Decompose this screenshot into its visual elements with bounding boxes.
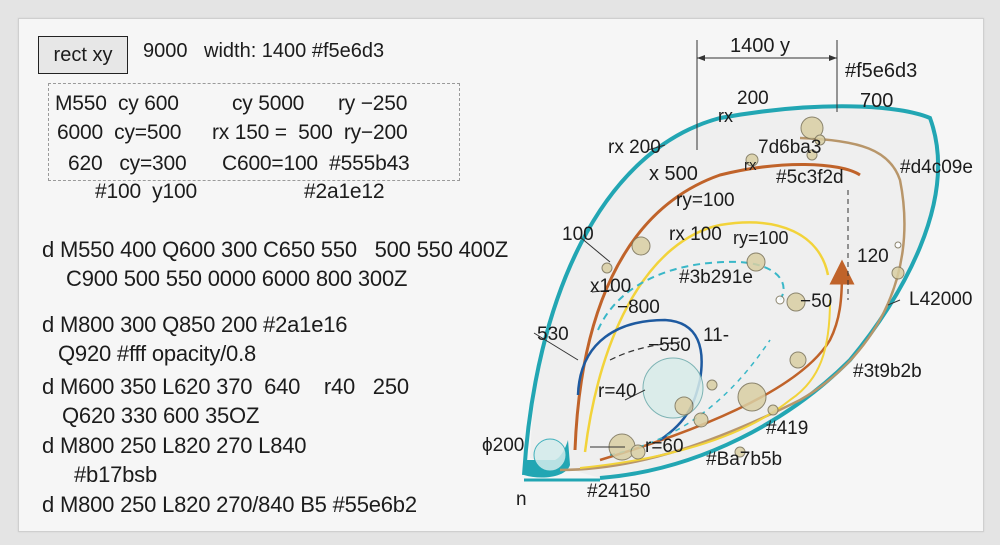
- label-11: 11-: [703, 325, 729, 346]
- label-100: 100: [562, 224, 594, 245]
- label-3t9b2b: #3t9b2b: [853, 361, 922, 382]
- dim-label-top: 1400 y: [730, 35, 790, 57]
- label-7d6ba3: 7d6ba3: [758, 137, 821, 158]
- bubble-group: [533, 116, 905, 472]
- label-rx-small: rx: [744, 157, 757, 174]
- label-530: 530: [537, 324, 569, 345]
- label-neg50: −50: [800, 291, 832, 312]
- header-width-label: width: 1400 #f5e6d3: [204, 40, 385, 62]
- path-line: Q920 #fff opacity/0.8: [58, 341, 257, 366]
- yellow-curve: [583, 221, 830, 453]
- header-value: 9000: [143, 40, 188, 62]
- teal-outer-curve: [522, 104, 941, 480]
- box-line: C600=100 #555b43: [222, 152, 410, 175]
- label-419: #419: [766, 418, 808, 439]
- label-rx200: rx 200: [608, 137, 661, 158]
- label-3b291e: #3b291e: [679, 267, 753, 288]
- label-Ba7b5b: #Ba7b5b: [706, 449, 782, 470]
- path-line: d M600 350 L620 370 640 r40 250: [42, 374, 409, 399]
- rx-label-top: rx: [718, 106, 733, 126]
- label-phi200: ϕ200: [482, 435, 524, 456]
- outer-shape-fill: [530, 106, 939, 478]
- label-d4c09e: #d4c09e: [900, 157, 973, 178]
- label-120: 120: [857, 246, 889, 267]
- box-line: M550 cy 600: [55, 92, 179, 115]
- path-line: d M800 250 L820 270/840 B5 #55e6b2: [42, 492, 417, 517]
- label-200: 200: [737, 88, 769, 109]
- box-line: 6000 cy=500: [57, 121, 182, 144]
- cyan-dashed-curve: [597, 260, 785, 331]
- path-line: Q620 330 600 35OZ: [62, 403, 260, 428]
- box-line: #100 y100: [95, 180, 197, 203]
- box-line: rx 150 = 500 ry−200: [212, 121, 408, 144]
- box-line: ry −250: [338, 92, 408, 115]
- label-r40: r=40: [598, 381, 637, 402]
- brown-curve: [573, 163, 861, 451]
- label-24150: #24150: [587, 481, 650, 502]
- path-line: d M800 300 Q850 200 #2a1e16: [42, 312, 348, 337]
- label-neg550: −550: [648, 335, 691, 356]
- label-L42000: L42000: [909, 289, 972, 310]
- path-line: d M800 250 L820 270 L840: [42, 433, 307, 458]
- rect-xy-tag: rect xy: [38, 36, 128, 74]
- brown-arrow-curve: [599, 259, 855, 462]
- label-x500: x 500: [649, 163, 698, 185]
- path-line: C900 500 550 0000 6000 800 300Z: [66, 266, 408, 291]
- label-n: n: [516, 489, 527, 510]
- path-line: #b17bsb: [74, 462, 158, 487]
- path-line: d M550 400 Q600 300 C650 550 500 550 400…: [42, 237, 508, 262]
- box-line: #2a1e12: [304, 180, 385, 203]
- label-neg800: −800: [617, 297, 660, 318]
- label-rx100: rx 100: [669, 224, 722, 245]
- label-x100: x100: [590, 276, 631, 297]
- params-box: [48, 83, 460, 181]
- label-ry100a: ry=100: [676, 190, 735, 211]
- label-ry100b: ry=100: [733, 228, 789, 248]
- box-line: 620 cy=300: [68, 152, 187, 175]
- box-line: cy 5000: [232, 92, 305, 115]
- label-r60: r=60: [645, 436, 684, 457]
- label-700: 700: [860, 90, 893, 112]
- black-dashed-curve: [609, 341, 681, 361]
- label-5c3f2d: #5c3f2d: [776, 167, 844, 188]
- color-label-top: #f5e6d3: [845, 60, 917, 82]
